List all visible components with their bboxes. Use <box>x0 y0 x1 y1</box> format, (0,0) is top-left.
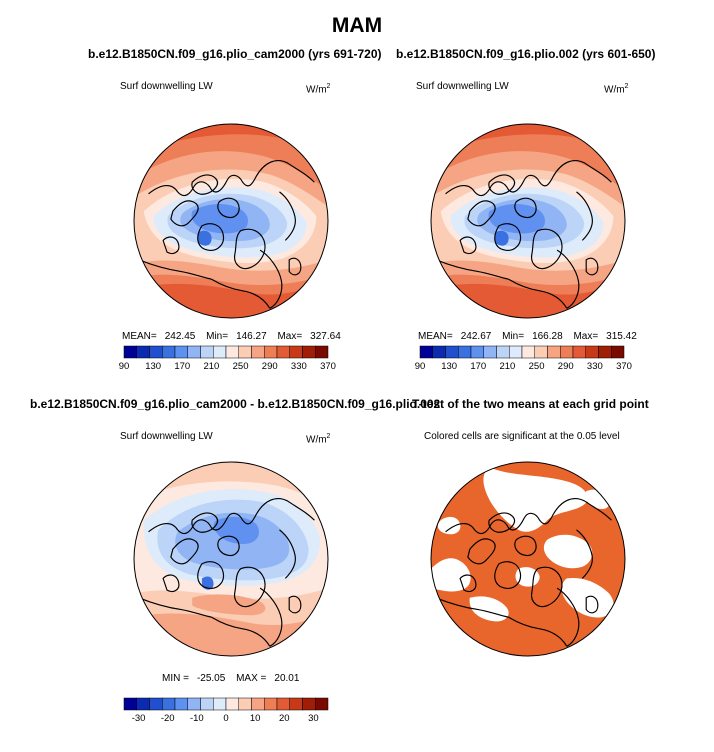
panel3-colorbar-tick-label: 30 <box>308 713 319 724</box>
panel2-map <box>430 123 626 319</box>
panel1-colorbar-cell <box>251 345 265 359</box>
panel1-colorbar: 90 130 170 210 250 290 330 370 <box>119 345 336 372</box>
panel3-stats: MIN = -25.05 MAX = 20.01 <box>162 673 300 684</box>
panel2-colorbar-cell <box>560 345 574 359</box>
panel2-colorbar-cell <box>598 345 612 359</box>
panel1-colorbar-cell <box>276 345 290 359</box>
panel1-colorbar-cell <box>162 345 176 359</box>
panel3-colorbar-cell <box>162 697 176 711</box>
panel1-variable-label: Surf downwelling LW <box>120 81 213 92</box>
panel2-colorbar-cell <box>419 345 433 359</box>
panel1-colorbar-tick-label: 250 <box>233 361 249 372</box>
panel2-colorbar: 90 130 170 210 250 290 330 370 <box>415 345 632 372</box>
panel2-colorbar-tick-label: 290 <box>558 361 574 372</box>
panel3-variable-label: Surf downwelling LW <box>120 431 213 442</box>
panel3-colorbar-cell <box>289 697 303 711</box>
panel2-colorbar-cell <box>547 345 561 359</box>
panel4-title: T-test of the two means at each grid poi… <box>412 397 649 411</box>
panel3-colorbar-cell <box>315 697 329 711</box>
panel3-colorbar-cell <box>123 697 137 711</box>
panel2-units-label: W/m2 <box>604 83 629 96</box>
panel1-stats: MEAN= 242.45 Min= 146.27 Max= 327.64 <box>122 331 341 342</box>
panel3-colorbar-cell <box>225 697 239 711</box>
panel2-colorbar-tick-label: 170 <box>470 361 486 372</box>
panel1-colorbar-cell <box>123 345 137 359</box>
panel2-colorbar-tick-label: 250 <box>529 361 545 372</box>
figure-title: MAM <box>331 14 383 37</box>
panel1-map <box>133 123 329 319</box>
panel3-units-label: W/m2 <box>306 433 331 446</box>
panel3-colorbar-tick-label: -30 <box>132 713 146 724</box>
panel1-colorbar-tick-label: 290 <box>262 361 278 372</box>
panel2-colorbar-tick-label: 130 <box>441 361 457 372</box>
panel3-map <box>133 461 329 657</box>
panel3-colorbar-cell <box>200 697 214 711</box>
panel2-colorbar-cell <box>470 345 484 359</box>
panel2-colorbar-tick-label: 90 <box>415 361 426 372</box>
panel2-colorbar-cell <box>509 345 523 359</box>
panel3-colorbar-cell <box>149 697 163 711</box>
panel1-colorbar-tick-label: 130 <box>145 361 161 372</box>
panel1-colorbar-cell <box>213 345 227 359</box>
panel2-colorbar-cell <box>521 345 535 359</box>
panel3-colorbar-cell <box>238 697 252 711</box>
panel3-colorbar-cell <box>276 697 290 711</box>
panel1-colorbar-tick-label: 210 <box>203 361 219 372</box>
panel2-colorbar-tick-label: 330 <box>587 361 603 372</box>
panel2-stats: MEAN= 242.67 Min= 166.28 Max= 315.42 <box>418 331 637 342</box>
panel1-colorbar-cell <box>149 345 163 359</box>
panel2-title: b.e12.B1850CN.f09_g16.plio.002 (yrs 601-… <box>396 47 656 61</box>
panel1-colorbar-cell <box>264 345 278 359</box>
panel1-colorbar-cell <box>225 345 239 359</box>
panel3-colorbar-cell <box>174 697 188 711</box>
panel2-colorbar-cell <box>534 345 548 359</box>
panel1-colorbar-cell <box>200 345 214 359</box>
panel2-colorbar-cell <box>611 345 625 359</box>
panel3-colorbar-cell <box>136 697 150 711</box>
panel1-colorbar-tick-label: 90 <box>119 361 130 372</box>
panel2-colorbar-tick-label: 210 <box>499 361 515 372</box>
panel3-colorbar-tick-label: 0 <box>223 713 228 724</box>
panel3-colorbar-cell <box>302 697 316 711</box>
panel1-title: b.e12.B1850CN.f09_g16.plio_cam2000 (yrs … <box>88 47 382 61</box>
panel3-colorbar: -30 -20 -10 0 10 20 30 <box>123 697 329 724</box>
panel3-colorbar-cell <box>251 697 265 711</box>
panel3-colorbar-cell <box>264 697 278 711</box>
panel3-colorbar-tick-label: 10 <box>250 713 261 724</box>
panel1-colorbar-tick-label: 370 <box>320 361 336 372</box>
panel2-colorbar-cell <box>432 345 446 359</box>
panel1-colorbar-cell <box>238 345 252 359</box>
panel1-colorbar-cell <box>289 345 303 359</box>
panel2-variable-label: Surf downwelling LW <box>416 81 509 92</box>
panel1-units-label: W/m2 <box>306 83 331 96</box>
panel2-colorbar-cell <box>483 345 497 359</box>
panel1-colorbar-cell <box>187 345 201 359</box>
panel2-colorbar-cell <box>496 345 510 359</box>
panel1-colorbar-tick-label: 170 <box>174 361 190 372</box>
panel2-colorbar-cell <box>445 345 459 359</box>
panel3-title: b.e12.B1850CN.f09_g16.plio_cam2000 - b.e… <box>30 397 441 411</box>
panel1-colorbar-cell <box>174 345 188 359</box>
panel3-colorbar-cell <box>213 697 227 711</box>
panel4-map <box>430 461 626 657</box>
panel2-colorbar-cell <box>585 345 599 359</box>
panel3-colorbar-tick-label: -10 <box>190 713 204 724</box>
panel3-colorbar-cell <box>187 697 201 711</box>
panel3-colorbar-tick-label: -20 <box>161 713 175 724</box>
panel2-colorbar-cell <box>572 345 586 359</box>
panel3-colorbar-tick-label: 20 <box>279 713 290 724</box>
panel1-colorbar-cell <box>136 345 150 359</box>
panel1-colorbar-tick-label: 330 <box>291 361 307 372</box>
panel4-subtitle: Colored cells are significant at the 0.0… <box>424 431 620 442</box>
panel1-colorbar-cell <box>315 345 329 359</box>
panel2-colorbar-tick-label: 370 <box>616 361 632 372</box>
panel1-colorbar-cell <box>302 345 316 359</box>
panel2-colorbar-cell <box>458 345 472 359</box>
